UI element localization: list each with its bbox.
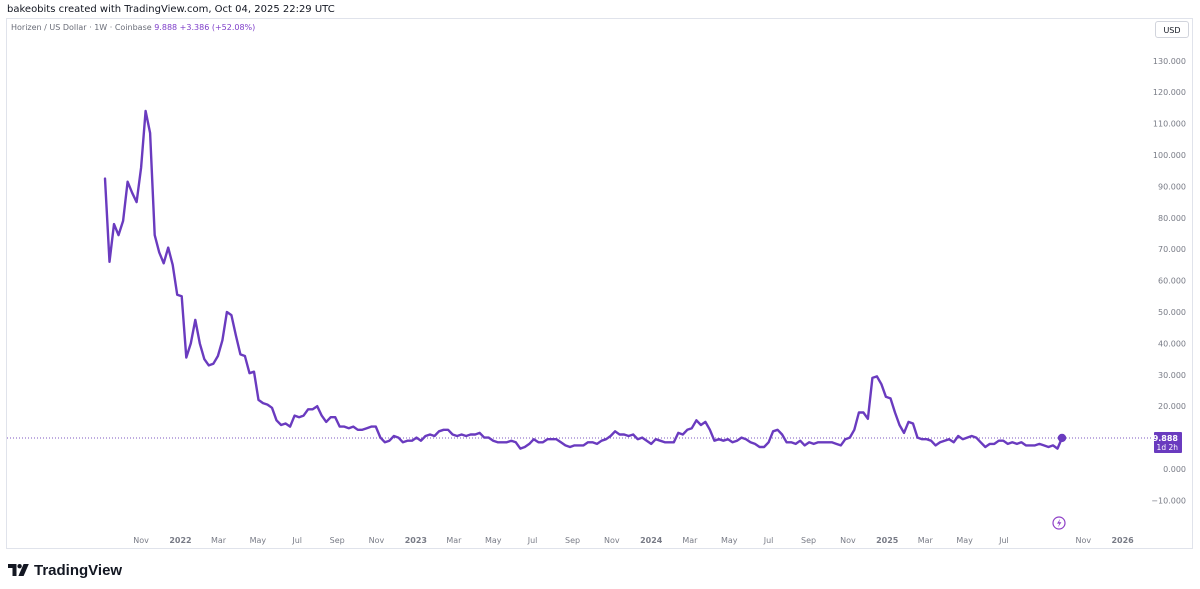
symbol-legend[interactable]: Horizen / US Dollar · 1W · Coinbase 9.88…: [11, 23, 255, 32]
y-tick-label: 70.000: [1158, 245, 1186, 254]
x-tick-label: 2022: [169, 536, 191, 545]
y-tick-label: 60.000: [1158, 277, 1186, 286]
x-tick-label: 2025: [876, 536, 899, 545]
legend-symbol[interactable]: Horizen / US Dollar · 1W · Coinbase: [11, 23, 152, 32]
legend-last-price: 9.888: [154, 23, 178, 32]
y-tick-label: 20.000: [1158, 402, 1186, 411]
y-tick-label: 130.000: [1153, 57, 1186, 66]
currency-button[interactable]: USD: [1155, 21, 1189, 38]
x-tick-label: Sep: [801, 536, 816, 545]
y-tick-label: 30.000: [1158, 371, 1186, 380]
chart-caption: bakeobits created with TradingView.com, …: [7, 4, 335, 15]
x-tick-label: Nov: [133, 536, 149, 545]
x-tick-label: Nov: [604, 536, 620, 545]
x-tick-label: Nov: [1075, 536, 1091, 545]
x-tick-label: Jul: [527, 536, 538, 545]
x-tick-label: 2024: [640, 536, 663, 545]
price-label-value: 9.888: [1153, 434, 1179, 443]
y-tick-label: 90.000: [1158, 182, 1186, 191]
x-tick-label: Mar: [682, 536, 698, 545]
x-tick-label: Nov: [840, 536, 856, 545]
y-tick-label: −10.000: [1151, 496, 1186, 505]
tradingview-wordmark: TradingView: [34, 561, 123, 579]
x-tick-label: Sep: [565, 536, 580, 545]
x-tick-label: 2023: [405, 536, 427, 545]
y-tick-label: 40.000: [1158, 339, 1186, 348]
x-tick-label: Mar: [446, 536, 462, 545]
y-tick-label: 100.000: [1153, 151, 1186, 160]
chart-frame[interactable]: [6, 18, 1193, 549]
x-tick-label: 2026: [1111, 536, 1134, 545]
price-label-tag: 9.888 1d 2h: [1153, 432, 1182, 453]
legend-change: +3.386 (+52.08%): [179, 23, 256, 32]
last-price-dot: [1057, 433, 1067, 443]
x-tick-label: Jul: [763, 536, 774, 545]
y-tick-label: 120.000: [1153, 88, 1186, 97]
x-tick-label: Mar: [211, 536, 227, 545]
x-tick-label: Jul: [998, 536, 1009, 545]
x-tick-label: Nov: [369, 536, 385, 545]
y-tick-label: 50.000: [1158, 308, 1186, 317]
y-tick-label: 0.000: [1163, 465, 1186, 474]
x-axis[interactable]: Nov 2022 Mar May Jul Sep Nov 2023 Mar May Jul Sep No…: [133, 536, 1134, 545]
x-tick-label: May: [721, 536, 738, 545]
price-series-line: [103, 109, 1064, 450]
tradingview-logo-icon: [8, 564, 29, 576]
x-tick-label: Jul: [291, 536, 302, 545]
x-tick-label: Sep: [330, 536, 345, 545]
y-tick-label: 80.000: [1158, 214, 1186, 223]
y-tick-label: 110.000: [1153, 120, 1186, 129]
x-tick-label: May: [956, 536, 973, 545]
y-axis[interactable]: 130.000 120.000 110.000 100.000 90.000 80.000…: [1151, 57, 1186, 506]
tradingview-brand[interactable]: TradingView: [8, 560, 122, 580]
x-tick-label: May: [250, 536, 267, 545]
lightning-icon[interactable]: [1052, 516, 1066, 530]
price-label-countdown: 1d 2h: [1157, 443, 1179, 452]
x-tick-label: May: [485, 536, 502, 545]
x-tick-label: Mar: [918, 536, 934, 545]
